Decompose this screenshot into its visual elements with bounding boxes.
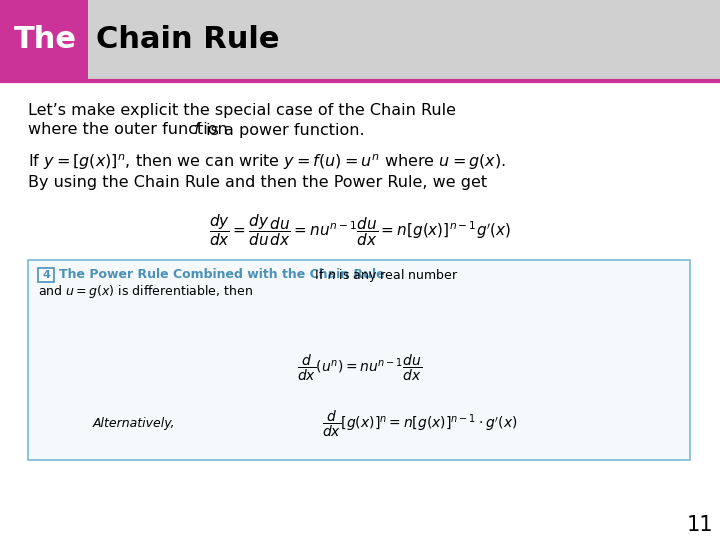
Text: By using the Chain Rule and then the Power Rule, we get: By using the Chain Rule and then the Pow… — [28, 174, 487, 190]
Text: $\dfrac{d}{dx}(u^n) = nu^{n-1}\dfrac{du}{dx}$: $\dfrac{d}{dx}(u^n) = nu^{n-1}\dfrac{du}… — [297, 353, 423, 383]
Text: $\dfrac{d}{dx}[g(x)]^n = n[g(x)]^{n-1} \cdot g'(x)$: $\dfrac{d}{dx}[g(x)]^n = n[g(x)]^{n-1} \… — [323, 409, 518, 439]
Text: Alternatively,: Alternatively, — [93, 417, 176, 430]
Text: f: f — [194, 123, 199, 138]
Text: and $u = g(x)$ is differentiable, then: and $u = g(x)$ is differentiable, then — [38, 282, 253, 300]
Text: The Power Rule Combined with the Chain Rule: The Power Rule Combined with the Chain R… — [59, 268, 384, 281]
Text: The: The — [14, 25, 77, 55]
Text: where the outer function: where the outer function — [28, 123, 233, 138]
Bar — [38, 268, 54, 282]
Text: $\dfrac{dy}{dx} = \dfrac{dy}{du}\dfrac{du}{dx} = nu^{n-1}\dfrac{du}{dx} = n[g(x): $\dfrac{dy}{dx} = \dfrac{dy}{du}\dfrac{d… — [209, 212, 511, 248]
Text: 11: 11 — [687, 515, 714, 535]
Bar — [0, 0, 720, 80]
Text: Chain Rule: Chain Rule — [96, 25, 279, 55]
Text: Let’s make explicit the special case of the Chain Rule: Let’s make explicit the special case of … — [28, 103, 456, 118]
Bar — [28, 260, 690, 460]
Text: If $n$ is any real number: If $n$ is any real number — [311, 267, 459, 284]
Text: If $y = [g(x)]^n$, then we can write $y = f(u) = u^n$ where $u = g(x)$.: If $y = [g(x)]^n$, then we can write $y … — [28, 152, 506, 172]
Text: is a power function.: is a power function. — [201, 123, 364, 138]
Bar — [0, 0, 88, 80]
Text: 4: 4 — [42, 270, 50, 280]
